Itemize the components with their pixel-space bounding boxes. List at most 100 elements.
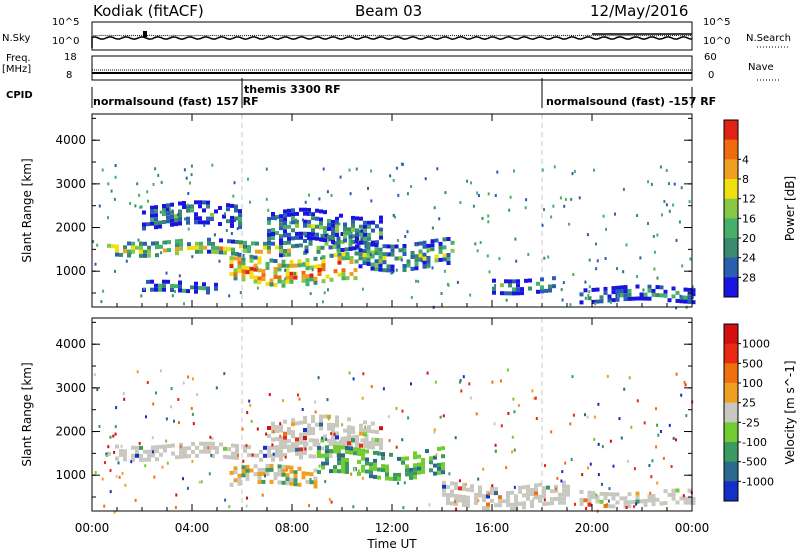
colorbar-segment <box>724 481 738 502</box>
data-cell <box>337 457 341 462</box>
data-cell <box>595 287 600 292</box>
data-cell <box>335 216 339 221</box>
data-cell <box>675 290 680 295</box>
data-cell <box>279 453 283 458</box>
data-speckle <box>213 233 216 237</box>
data-speckle <box>388 439 391 443</box>
data-cell <box>308 454 313 459</box>
data-cell <box>323 238 327 243</box>
y-axis-label: Slant Range [km] <box>20 362 34 466</box>
data-speckle <box>675 372 678 376</box>
data-cell <box>170 218 174 223</box>
data-speckle <box>602 214 605 218</box>
colorbar-tick-label: 28 <box>742 271 756 284</box>
data-cell <box>405 472 409 477</box>
data-speckle <box>487 492 490 496</box>
data-cell <box>437 466 441 471</box>
colorbar-tick-label: 16 <box>742 212 756 225</box>
data-cell <box>303 432 307 436</box>
data-cell <box>540 277 544 282</box>
data-speckle <box>643 421 646 425</box>
data-cell <box>281 472 286 477</box>
data-cell <box>267 220 271 225</box>
data-cell <box>355 434 359 439</box>
data-cell <box>675 500 680 505</box>
data-cell <box>287 431 291 435</box>
data-cell <box>379 442 383 447</box>
data-cell <box>552 284 556 289</box>
data-cell <box>351 426 355 431</box>
data-cell <box>691 288 696 293</box>
data-cell <box>316 245 321 250</box>
data-cell <box>413 463 417 468</box>
data-cell <box>304 442 309 447</box>
data-cell <box>331 427 335 431</box>
data-cell <box>321 465 325 470</box>
data-cell <box>363 440 367 445</box>
data-cell <box>305 258 310 263</box>
data-cell <box>230 223 234 228</box>
data-cell <box>186 216 190 221</box>
data-cell <box>414 266 419 271</box>
data-cell <box>245 476 250 481</box>
data-speckle <box>182 477 184 481</box>
data-cell <box>360 237 365 242</box>
data-speckle <box>589 462 592 466</box>
data-cell <box>187 446 191 451</box>
data-speckle <box>327 417 330 421</box>
data-cell <box>366 245 371 250</box>
data-cell <box>639 499 644 504</box>
nsearch-tick-bottom: 10^0 <box>703 36 731 47</box>
data-cell <box>199 249 203 254</box>
data-cell <box>379 219 383 224</box>
data-cell <box>179 246 183 251</box>
data-cell <box>363 228 367 233</box>
data-cell <box>178 221 182 226</box>
data-cell <box>349 256 354 260</box>
data-cell <box>683 295 688 300</box>
data-speckle <box>623 387 626 391</box>
data-cell <box>603 496 608 500</box>
data-cell <box>651 502 656 507</box>
data-cell <box>241 469 246 474</box>
data-cell <box>308 438 313 443</box>
colorbar-segment <box>724 179 738 200</box>
data-cell <box>599 299 604 304</box>
data-cell <box>361 456 365 461</box>
data-cell <box>425 449 429 454</box>
data-speckle <box>309 292 312 296</box>
data-speckle <box>584 413 586 417</box>
data-cell <box>331 235 335 240</box>
data-speckle <box>427 265 429 269</box>
data-cell <box>127 241 131 246</box>
data-cell <box>538 494 542 499</box>
freq-label: Freq. <box>6 53 31 64</box>
data-speckle <box>304 200 307 204</box>
data-cell <box>325 461 329 466</box>
data-cell <box>619 289 624 294</box>
data-speckle <box>586 233 589 237</box>
data-cell <box>198 216 202 221</box>
data-cell <box>371 421 375 426</box>
data-cell <box>522 505 526 510</box>
data-cell <box>562 500 566 505</box>
data-cell <box>615 285 620 290</box>
data-cell <box>307 427 311 432</box>
data-speckle <box>661 213 663 217</box>
data-cell <box>362 257 367 262</box>
data-cell <box>281 464 286 469</box>
data-speckle <box>237 453 239 457</box>
data-cell <box>337 453 341 458</box>
data-speckle <box>400 258 403 262</box>
data-cell <box>158 224 162 229</box>
data-speckle <box>642 288 645 292</box>
data-cell <box>417 466 421 471</box>
data-cell <box>348 242 353 247</box>
colorbar-segment <box>724 277 738 298</box>
data-cell <box>289 263 294 268</box>
data-speckle <box>493 422 496 426</box>
data-cell <box>293 478 298 483</box>
data-cell <box>277 472 282 477</box>
data-speckle <box>320 256 323 260</box>
